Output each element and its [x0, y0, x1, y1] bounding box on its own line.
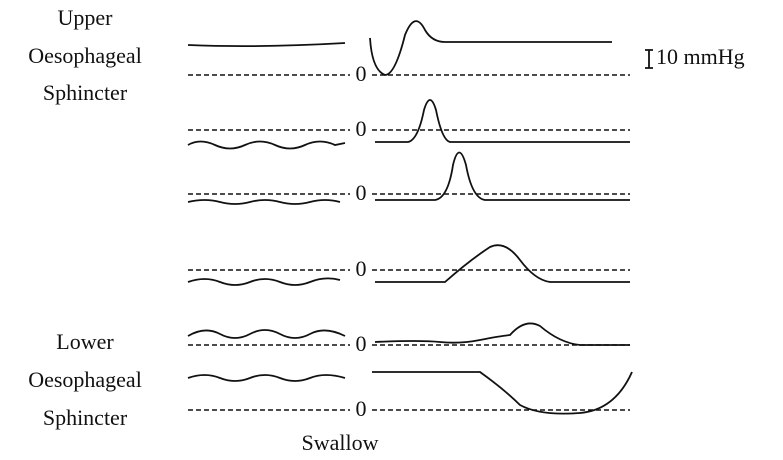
pressure-trace [372, 371, 633, 415]
pressure-trace [187, 140, 346, 150]
baseline-label: 0 [356, 396, 367, 421]
pressure-trace [187, 374, 346, 382]
label-line: Oesophageal [28, 43, 142, 68]
trace-5: 0 [187, 322, 630, 356]
label-line: Oesophageal [28, 367, 142, 392]
baseline-label: 0 [356, 331, 367, 356]
pressure-trace [369, 20, 612, 76]
trace-1: 0 [187, 20, 630, 86]
scale-label: 10 mmHg [656, 44, 745, 69]
pressure-trace [375, 244, 630, 283]
baseline-label: 0 [356, 180, 367, 205]
scale-bar-mark [645, 49, 653, 69]
pressure-trace [375, 99, 630, 143]
baseline-label: 0 [356, 116, 367, 141]
baseline-label: 0 [356, 256, 367, 281]
baseline-label: 0 [356, 61, 367, 86]
trace-3: 0 [187, 151, 630, 205]
pressure-trace [187, 277, 341, 286]
pressure-trace [187, 199, 341, 205]
pressure-trace [375, 151, 630, 201]
trace-2: 0 [187, 99, 630, 150]
label-line: Sphincter [43, 80, 128, 105]
label-line: Sphincter [43, 405, 128, 430]
pressure-trace [374, 322, 630, 346]
scale-bar: 10 mmHg [645, 44, 745, 69]
pressure-trace [187, 42, 346, 48]
label-line: Lower [56, 329, 114, 354]
left-labels: Upper Oesophageal Sphincter Lower Oesoph… [28, 5, 142, 430]
pressure-trace [187, 329, 346, 339]
label-line: Upper [58, 5, 114, 30]
trace-6: 0 [187, 371, 633, 421]
event-label: Swallow [302, 430, 379, 455]
trace-4: 0 [187, 244, 630, 286]
